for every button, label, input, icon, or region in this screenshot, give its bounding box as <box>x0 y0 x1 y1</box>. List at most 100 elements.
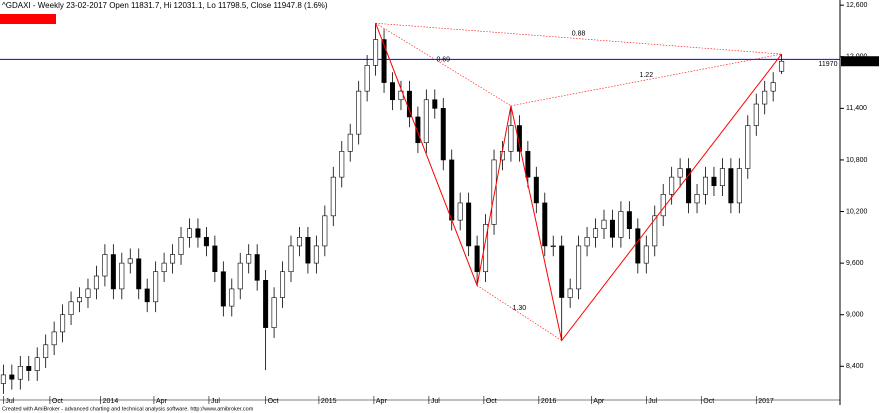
candle-body <box>254 254 260 281</box>
candle-body <box>770 82 776 92</box>
candle-body <box>144 288 150 303</box>
candle-body <box>322 215 328 247</box>
candle-body <box>686 168 692 204</box>
candle-body <box>491 159 497 225</box>
x-tick-label: 2016 <box>541 398 557 405</box>
candle-body <box>719 168 725 187</box>
candle-body <box>508 125 514 152</box>
x-tick-label: Oct <box>52 398 63 405</box>
chart-title: ^GDAXI - Weekly 23-02-2017 Open 11831.7,… <box>2 1 328 10</box>
title-marker <box>0 14 56 24</box>
candle-body <box>533 176 539 204</box>
x-tick-label: Jul <box>5 398 14 405</box>
candle-body <box>17 366 23 380</box>
ratio-label: 1.22 <box>639 72 653 79</box>
candle-body <box>153 271 159 303</box>
candle-body <box>779 60 785 72</box>
candle-body <box>483 224 489 273</box>
y-tick-label: 9,600 <box>846 260 864 267</box>
x-tick-label: Oct <box>703 398 714 405</box>
candle-body <box>466 202 472 247</box>
level-label: 11970 <box>819 61 838 68</box>
candle-body <box>288 245 294 273</box>
candle-body <box>347 133 353 152</box>
candle-body <box>178 237 184 255</box>
candle-body <box>457 202 463 221</box>
candle-body <box>110 254 116 290</box>
x-tick-label: Jul <box>648 398 657 405</box>
candle-body <box>9 374 15 380</box>
candle-body <box>77 297 83 303</box>
candle-body <box>127 258 133 264</box>
candle-body <box>220 271 226 307</box>
candle-body <box>423 99 429 144</box>
candle-body <box>415 116 421 144</box>
candle-body <box>237 262 243 290</box>
candle-body <box>161 262 167 273</box>
candle-body <box>609 219 615 238</box>
candle-body <box>406 90 412 118</box>
candle-body <box>559 245 565 298</box>
ratio-line <box>375 22 512 107</box>
candle-body <box>0 374 6 384</box>
candle-body <box>381 39 387 83</box>
candle-body <box>474 245 480 273</box>
ratio-line <box>476 285 562 341</box>
candle-body <box>330 176 336 217</box>
x-tick-label: Jul <box>211 398 220 405</box>
candle-body <box>119 262 125 290</box>
candle-body <box>576 245 582 290</box>
candle-body <box>626 211 632 230</box>
y-tick-label: 9,000 <box>846 312 864 319</box>
candle-body <box>305 237 311 264</box>
candle-body <box>745 125 751 169</box>
candle-body <box>635 228 641 264</box>
candle-body <box>669 176 675 195</box>
candle-body <box>271 297 277 328</box>
candle-body <box>356 90 362 135</box>
candle-body <box>677 168 683 178</box>
candle-body <box>195 228 201 238</box>
candle-body <box>660 194 666 217</box>
last-price-box <box>841 56 879 67</box>
x-tick-label: Oct <box>268 398 279 405</box>
candle-body <box>136 258 142 290</box>
candle-body <box>525 151 531 178</box>
candle-body <box>186 228 192 238</box>
y-tick-label: 10,200 <box>846 208 868 215</box>
candle-body <box>550 245 556 248</box>
candle-body <box>694 194 700 204</box>
candle-body <box>432 99 438 109</box>
candle-body <box>753 103 759 126</box>
candle-body <box>440 108 446 161</box>
candle-body <box>762 90 768 105</box>
candle-body <box>263 280 269 328</box>
candle-body <box>26 366 32 371</box>
last-price-label: 11,947.8 <box>843 58 870 65</box>
candle-body <box>170 254 176 264</box>
candle-body <box>652 215 658 247</box>
x-tick-label: 2017 <box>758 398 774 405</box>
y-tick-label: 11,400 <box>846 105 867 112</box>
candle-body <box>373 39 379 66</box>
candle-body <box>728 168 734 204</box>
candle-body <box>85 288 91 298</box>
candle-body <box>34 357 40 371</box>
candle-body <box>736 168 742 204</box>
candle-body <box>296 237 302 247</box>
candle-body <box>203 237 209 247</box>
candle-body <box>313 245 319 264</box>
candle-body <box>93 275 99 290</box>
candle-body <box>542 202 548 247</box>
candle-body <box>51 331 57 346</box>
candle-body <box>567 288 573 298</box>
candle-body <box>212 245 218 273</box>
x-tick-label: 2015 <box>321 398 337 405</box>
candle-body <box>68 301 74 316</box>
candle-body <box>229 288 235 307</box>
candle-body <box>516 125 522 152</box>
candle-body <box>449 159 455 221</box>
y-tick-label: 8,400 <box>846 363 864 370</box>
x-tick-label: Apr <box>376 398 388 405</box>
